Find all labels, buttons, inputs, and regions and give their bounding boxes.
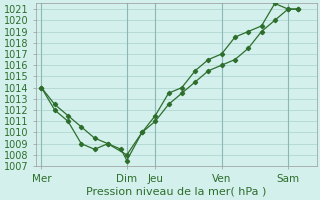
X-axis label: Pression niveau de la mer( hPa ): Pression niveau de la mer( hPa )	[86, 187, 266, 197]
